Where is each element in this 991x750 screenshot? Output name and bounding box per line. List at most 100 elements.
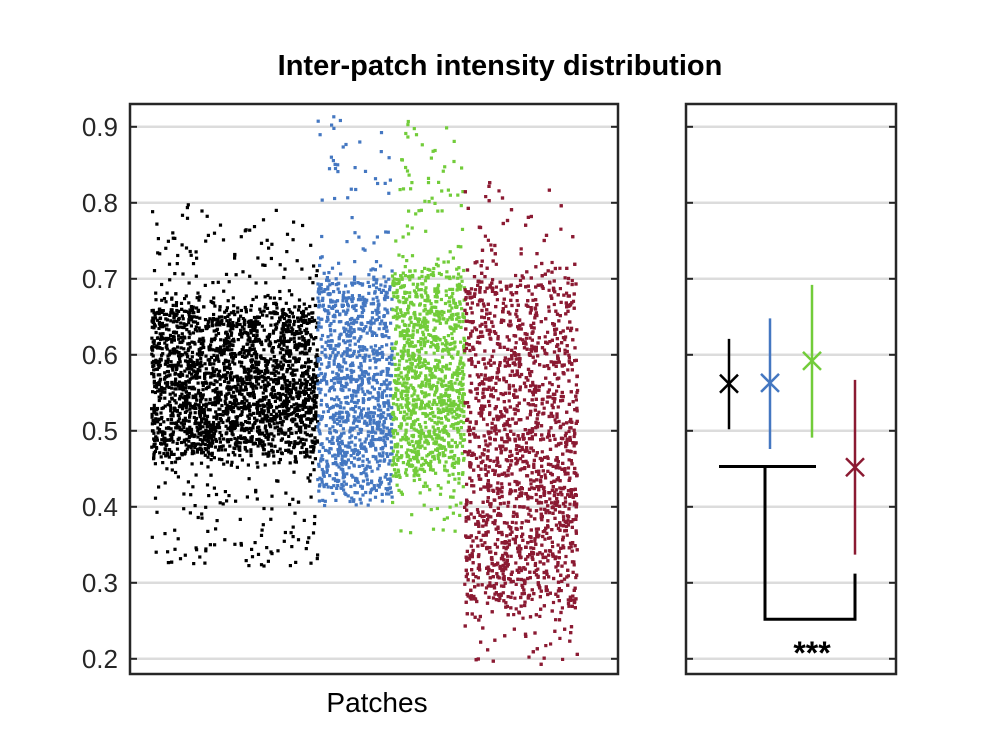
scatter-point	[264, 359, 268, 363]
scatter-point	[450, 306, 454, 310]
scatter-point	[261, 431, 265, 435]
scatter-point	[352, 456, 357, 460]
scatter-point	[392, 456, 396, 460]
scatter-point	[320, 416, 324, 420]
scatter-point	[251, 411, 256, 415]
scatter-point	[410, 334, 414, 338]
scatter-point	[291, 386, 295, 390]
scatter-point	[187, 439, 191, 443]
scatter-point	[242, 427, 246, 431]
scatter-point	[350, 473, 354, 477]
scatter-point	[356, 378, 360, 382]
scatter-point	[183, 416, 187, 420]
scatter-point	[272, 389, 276, 393]
scatter-point	[399, 349, 403, 353]
scatter-point	[379, 290, 383, 294]
scatter-point	[266, 559, 270, 563]
scatter-point	[374, 260, 379, 264]
scatter-point	[224, 358, 228, 362]
scatter-point	[455, 305, 459, 309]
scatter-point	[296, 359, 301, 363]
scatter-point	[397, 253, 401, 257]
scatter-point	[229, 377, 233, 381]
scatter-point	[456, 286, 460, 290]
scatter-point	[336, 351, 340, 355]
scatter-point	[330, 397, 334, 401]
scatter-point	[385, 487, 390, 491]
scatter-point	[295, 332, 299, 336]
scatter-point	[448, 300, 452, 304]
scatter-point	[164, 454, 168, 458]
scatter-point	[344, 312, 348, 316]
scatter-point	[294, 343, 299, 347]
scatter-point	[445, 393, 450, 397]
scatter-point	[239, 308, 243, 313]
scatter-point	[188, 315, 192, 319]
scatter-point	[319, 325, 323, 329]
scatter-point	[396, 388, 400, 392]
scatter-point	[155, 222, 159, 226]
scatter-point	[407, 416, 411, 420]
scatter-point	[218, 437, 222, 441]
scatter-point	[408, 317, 412, 321]
scatter-point	[167, 385, 171, 389]
scatter-point	[261, 420, 265, 424]
scatter-point	[239, 385, 243, 389]
scatter-point	[192, 361, 196, 365]
scatter-point	[286, 440, 290, 444]
scatter-point	[249, 391, 253, 396]
scatter-point	[411, 282, 415, 286]
scatter-point	[315, 557, 319, 561]
scatter-point	[442, 438, 446, 442]
scatter-point	[314, 395, 319, 399]
scatter-point	[434, 448, 438, 452]
scatter-point	[391, 500, 395, 505]
scatter-point	[412, 478, 416, 483]
scatter-point	[195, 256, 199, 260]
scatter-point	[177, 456, 182, 460]
scatter-point	[209, 343, 213, 347]
scatter-point	[461, 471, 465, 475]
scatter-point	[441, 428, 445, 432]
left-panel-scatter	[150, 115, 580, 666]
scatter-point	[257, 437, 261, 441]
scatter-point	[354, 404, 358, 408]
scatter-point	[404, 393, 408, 398]
scatter-point	[234, 499, 238, 503]
scatter-point	[245, 495, 249, 499]
scatter-point	[374, 318, 378, 322]
scatter-point	[362, 421, 367, 425]
scatter-point	[419, 385, 423, 389]
scatter-point	[190, 367, 194, 371]
scatter-point	[356, 316, 360, 320]
scatter-point	[427, 382, 432, 386]
scatter-point	[249, 428, 253, 432]
scatter-point	[264, 389, 268, 393]
scatter-point	[192, 451, 196, 455]
scatter-point	[260, 417, 264, 421]
scatter-point	[224, 272, 229, 276]
scatter-point	[372, 321, 376, 325]
scatter-point	[456, 374, 460, 378]
scatter-point	[218, 308, 222, 312]
scatter-point	[230, 324, 234, 328]
scatter-point	[459, 284, 463, 288]
scatter-point	[288, 319, 292, 323]
scatter-point	[373, 290, 377, 294]
scatter-point	[339, 272, 343, 276]
scatter-point	[208, 443, 212, 447]
scatter-point	[423, 307, 427, 311]
scatter-point	[272, 409, 276, 413]
scatter-point	[257, 322, 261, 326]
scatter-point	[212, 353, 216, 357]
scatter-point	[382, 411, 386, 415]
scatter-point	[233, 395, 237, 399]
scatter-point	[339, 387, 343, 391]
scatter-point	[195, 315, 199, 319]
scatter-point	[316, 328, 320, 332]
scatter-point	[210, 427, 215, 431]
scatter-point	[199, 346, 203, 350]
scatter-point	[382, 401, 386, 405]
scatter-point	[371, 301, 375, 305]
scatter-point	[405, 341, 409, 345]
